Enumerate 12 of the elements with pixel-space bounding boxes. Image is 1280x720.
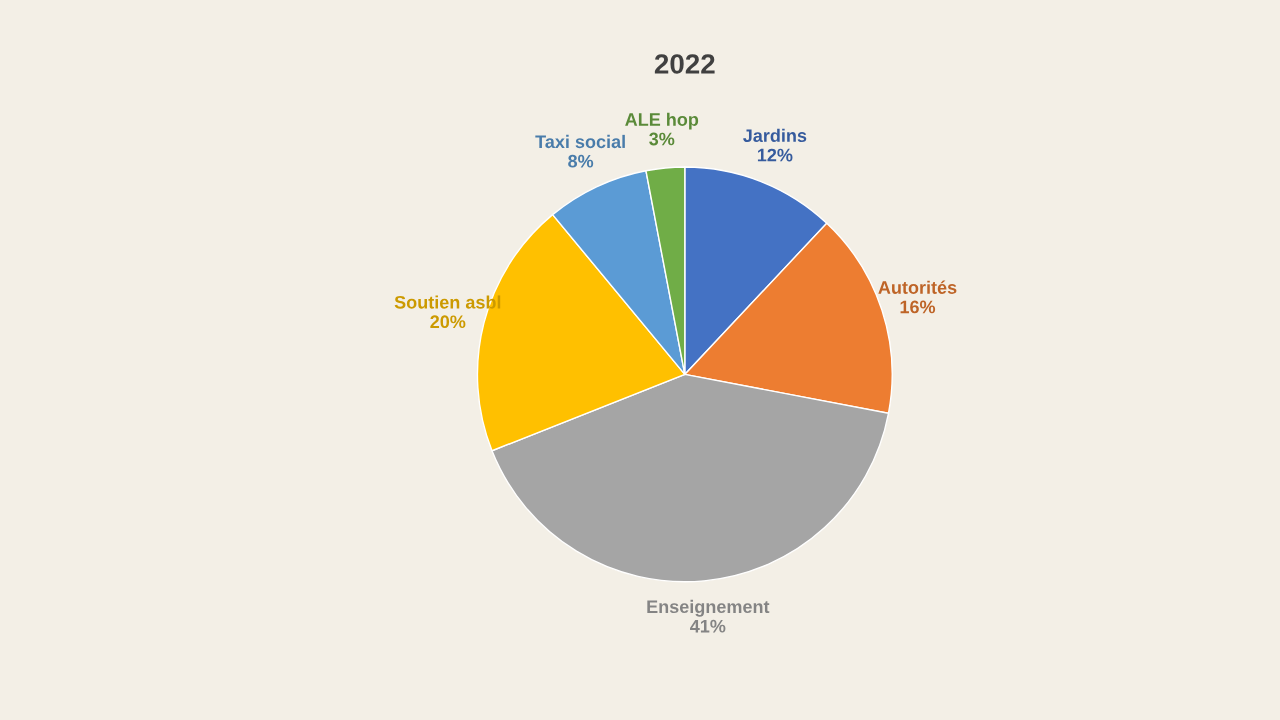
data-label: 12% [757,148,793,162]
data-label: 20% [430,315,466,329]
slice-label: ALE hop [625,112,699,130]
slice-label: Jardins [743,128,807,143]
data-label: 41% [690,619,726,633]
slice-label: Taxi social [535,134,625,149]
data-label: 3% [649,132,675,146]
data-label: 16% [900,300,936,314]
chart-title: 2022 [654,54,715,74]
slice-label: Enseignement [647,599,770,617]
data-label: 8% [568,154,594,168]
slice-label: Autorités [878,280,957,294]
